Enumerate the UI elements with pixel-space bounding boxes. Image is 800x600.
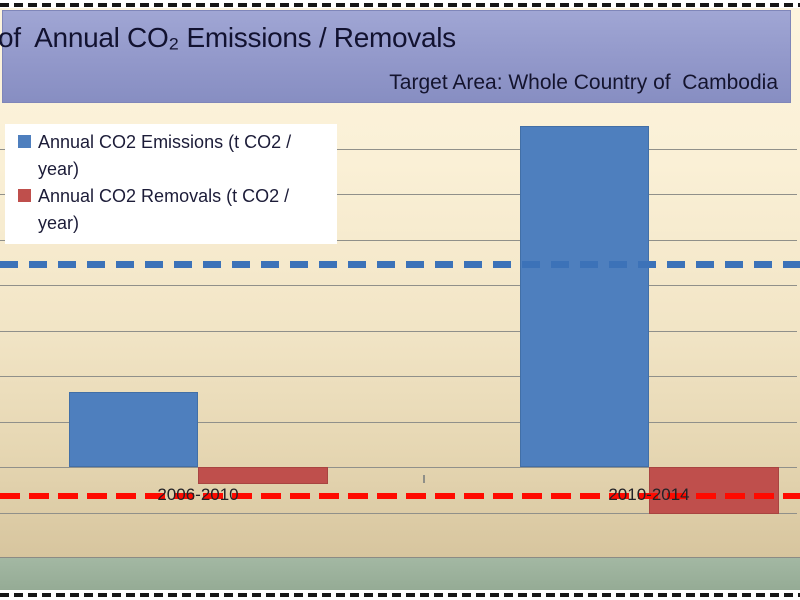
legend-label: Annual CO2 Emissions (t CO2 / year) — [38, 132, 292, 179]
chart-title: of Annual CO₂ Emissions / Removals — [0, 22, 456, 53]
category-axis-tick — [423, 475, 425, 483]
removals-reference-line — [0, 493, 800, 499]
bar-emissions-2010-2014 — [520, 126, 649, 467]
gridline — [0, 149, 797, 150]
gridline — [0, 285, 797, 286]
gridline — [0, 194, 797, 195]
gridline — [0, 467, 797, 468]
legend-item-removals: Annual CO2 Removals (t CO2 / year) — [18, 183, 331, 237]
gridline — [0, 422, 797, 423]
footer-band — [0, 557, 800, 590]
category-label-2006-2010: 2006-2010 — [157, 485, 239, 504]
slide-border-top — [0, 3, 800, 7]
gridline — [0, 376, 797, 377]
legend-label: Annual CO2 Removals (t CO2 / year) — [38, 186, 290, 233]
emissions-swatch-icon — [18, 135, 31, 148]
legend: Annual CO2 Emissions (t CO2 / year) Annua… — [5, 124, 337, 244]
gridline — [0, 240, 797, 241]
bar-removals-2010-2014 — [649, 467, 779, 514]
bar-removals-2006-2010 — [198, 467, 328, 484]
emissions-reference-line — [0, 261, 800, 268]
chart-header: of Annual CO₂ Emissions / Removals Targe… — [0, 10, 791, 103]
bar-emissions-2006-2010 — [69, 392, 198, 467]
chart-subtitle: Target Area: Whole Country of Cambodia — [389, 71, 778, 94]
removals-swatch-icon — [18, 189, 31, 202]
gridline — [0, 331, 797, 332]
gridline — [0, 513, 797, 514]
category-label-2010-2014: 2010-2014 — [608, 485, 690, 504]
legend-item-emissions: Annual CO2 Emissions (t CO2 / year) — [18, 129, 331, 183]
slide-border-bottom — [0, 593, 800, 597]
